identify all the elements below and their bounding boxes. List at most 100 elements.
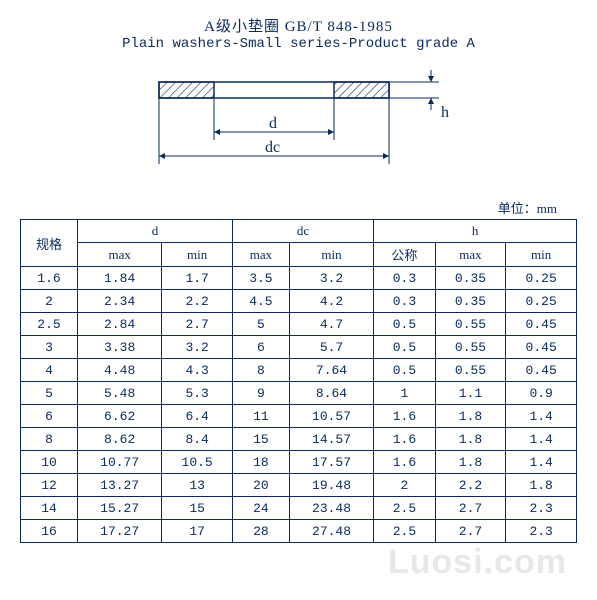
cell-spec: 8 [21, 428, 78, 451]
spec-table: 规格 d dc h max min max min 公称 max min 1.6… [20, 219, 577, 543]
cell-dc_max: 18 [232, 451, 289, 474]
cell-d_min: 1.7 [162, 267, 233, 290]
cell-dc_max: 6 [232, 336, 289, 359]
cell-spec: 10 [21, 451, 78, 474]
header-h-max: max [435, 243, 506, 267]
cell-h_max: 0.35 [435, 290, 506, 313]
header-h-min: min [506, 243, 577, 267]
header-h: h [374, 220, 577, 243]
table-row: 1010.7710.51817.571.61.81.4 [21, 451, 577, 474]
cell-d_max: 8.62 [78, 428, 162, 451]
cell-h_nom: 2.5 [374, 520, 436, 543]
cell-d_max: 5.48 [78, 382, 162, 405]
cell-dc_max: 24 [232, 497, 289, 520]
cell-d_max: 1.84 [78, 267, 162, 290]
cell-d_min: 4.3 [162, 359, 233, 382]
title-block: A级小垫圈 GB/T 848-1985 Plain washers-Small … [20, 15, 577, 52]
table-row: 66.626.41110.571.61.81.4 [21, 405, 577, 428]
cell-h_max: 0.55 [435, 313, 506, 336]
cell-h_nom: 1.6 [374, 405, 436, 428]
cell-d_max: 2.34 [78, 290, 162, 313]
cell-h_nom: 1 [374, 382, 436, 405]
cell-h_min: 0.45 [506, 336, 577, 359]
cell-d_min: 6.4 [162, 405, 233, 428]
cell-dc_min: 23.48 [289, 497, 373, 520]
cell-h_min: 0.25 [506, 267, 577, 290]
cell-spec: 4 [21, 359, 78, 382]
cell-dc_min: 8.64 [289, 382, 373, 405]
watermark: Luosi.com [388, 543, 567, 582]
cell-h_min: 1.8 [506, 474, 577, 497]
cell-spec: 2 [21, 290, 78, 313]
cell-h_nom: 1.6 [374, 428, 436, 451]
label-dc: dc [265, 139, 280, 156]
table-row: 44.484.387.640.50.550.45 [21, 359, 577, 382]
table-row: 1.61.841.73.53.20.30.350.25 [21, 267, 577, 290]
cell-d_max: 4.48 [78, 359, 162, 382]
cell-spec: 2.5 [21, 313, 78, 336]
cell-h_max: 1.8 [435, 428, 506, 451]
cell-d_max: 13.27 [78, 474, 162, 497]
cell-d_max: 2.84 [78, 313, 162, 336]
cell-h_max: 0.55 [435, 359, 506, 382]
cell-spec: 1.6 [21, 267, 78, 290]
cell-h_min: 2.3 [506, 497, 577, 520]
cell-h_max: 1.1 [435, 382, 506, 405]
cell-dc_min: 5.7 [289, 336, 373, 359]
cell-h_max: 2.7 [435, 497, 506, 520]
cell-d_max: 17.27 [78, 520, 162, 543]
table-row: 22.342.24.54.20.30.350.25 [21, 290, 577, 313]
cell-d_max: 3.38 [78, 336, 162, 359]
cell-h_nom: 0.5 [374, 359, 436, 382]
cell-h_min: 0.45 [506, 313, 577, 336]
cell-d_min: 5.3 [162, 382, 233, 405]
cell-h_min: 1.4 [506, 451, 577, 474]
cell-d_min: 2.2 [162, 290, 233, 313]
cell-dc_min: 10.57 [289, 405, 373, 428]
cell-h_max: 1.8 [435, 405, 506, 428]
cell-h_min: 1.4 [506, 428, 577, 451]
cell-h_nom: 0.3 [374, 290, 436, 313]
cell-d_min: 2.7 [162, 313, 233, 336]
cell-dc_min: 14.57 [289, 428, 373, 451]
header-d-min: min [162, 243, 233, 267]
table-row: 55.485.398.6411.10.9 [21, 382, 577, 405]
cell-spec: 3 [21, 336, 78, 359]
cell-dc_max: 15 [232, 428, 289, 451]
cell-d_min: 15 [162, 497, 233, 520]
cell-d_min: 13 [162, 474, 233, 497]
label-d: d [269, 115, 277, 132]
cell-h_nom: 1.6 [374, 451, 436, 474]
header-dc: dc [232, 220, 373, 243]
cell-h_min: 0.9 [506, 382, 577, 405]
cell-h_max: 0.35 [435, 267, 506, 290]
cell-h_nom: 2 [374, 474, 436, 497]
cell-dc_min: 3.2 [289, 267, 373, 290]
cell-d_min: 8.4 [162, 428, 233, 451]
header-dc-max: max [232, 243, 289, 267]
cell-h_max: 0.55 [435, 336, 506, 359]
cell-spec: 14 [21, 497, 78, 520]
cell-dc_max: 20 [232, 474, 289, 497]
cell-dc_max: 3.5 [232, 267, 289, 290]
unit-label: 单位：mm [20, 198, 577, 217]
cell-h_max: 1.8 [435, 451, 506, 474]
cell-d_min: 3.2 [162, 336, 233, 359]
cell-dc_min: 19.48 [289, 474, 373, 497]
cell-dc_max: 5 [232, 313, 289, 336]
cell-dc_min: 27.48 [289, 520, 373, 543]
header-d: d [78, 220, 233, 243]
cell-spec: 16 [21, 520, 78, 543]
cell-dc_min: 17.57 [289, 451, 373, 474]
cell-dc_min: 4.7 [289, 313, 373, 336]
cell-dc_max: 8 [232, 359, 289, 382]
label-h: h [441, 104, 449, 121]
table-row: 1415.27152423.482.52.72.3 [21, 497, 577, 520]
cell-h_min: 1.4 [506, 405, 577, 428]
cell-spec: 6 [21, 405, 78, 428]
table-row: 1617.27172827.482.52.72.3 [21, 520, 577, 543]
header-h-nominal: 公称 [374, 243, 436, 267]
cell-h_nom: 0.5 [374, 336, 436, 359]
cell-h_max: 2.2 [435, 474, 506, 497]
cell-h_min: 0.25 [506, 290, 577, 313]
